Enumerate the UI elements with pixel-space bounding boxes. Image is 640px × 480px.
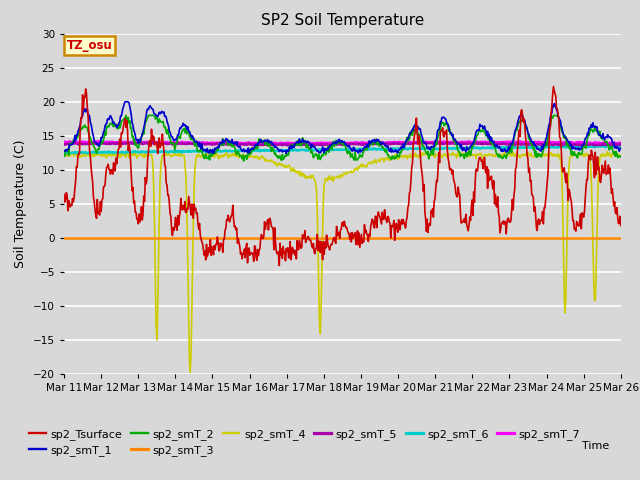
Text: Time: Time <box>582 441 610 451</box>
Y-axis label: Soil Temperature (C): Soil Temperature (C) <box>15 140 28 268</box>
Title: SP2 Soil Temperature: SP2 Soil Temperature <box>260 13 424 28</box>
Text: TZ_osu: TZ_osu <box>67 39 113 52</box>
Legend: sp2_Tsurface, sp2_smT_1, sp2_smT_2, sp2_smT_3, sp2_smT_4, sp2_smT_5, sp2_smT_6, : sp2_Tsurface, sp2_smT_1, sp2_smT_2, sp2_… <box>25 424 584 460</box>
